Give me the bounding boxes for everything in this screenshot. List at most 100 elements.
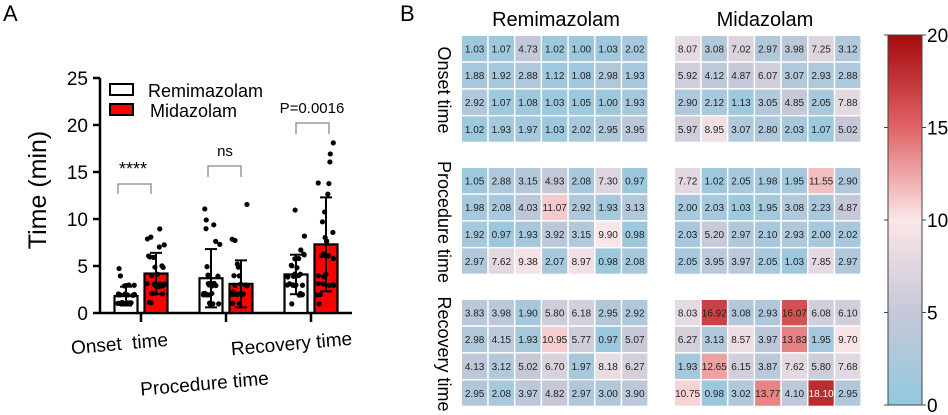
data-point [156, 244, 162, 250]
panel-letter-b: B [400, 1, 415, 26]
heatmap-cell [728, 326, 754, 353]
heatmap-cell [515, 353, 541, 379]
heatmap-cell [542, 168, 568, 194]
bracket-onset [117, 183, 152, 194]
heatmap-cell [835, 221, 861, 247]
heatmap-cell-value: 3.95 [625, 125, 645, 136]
data-point [117, 292, 123, 298]
heatmap-cell [462, 300, 488, 326]
heatmap-cell-value: 3.97 [758, 335, 778, 346]
legend-swatch-remimazolam [109, 83, 134, 96]
colorbar-tick-label: 5 [927, 304, 938, 325]
data-point [160, 291, 166, 297]
heatmap-cell-value: 2.03 [705, 203, 725, 214]
heatmap-cell-value: 0.97 [598, 335, 618, 346]
heatmap: Remimazolam Midazolam Onset time Procedu… [434, 9, 948, 415]
heatmap-cell-value: 7.72 [678, 176, 698, 187]
heatmap-cell [515, 89, 541, 115]
data-point [131, 291, 138, 298]
heatmap-cell [542, 380, 568, 406]
heatmap-cell [781, 300, 807, 326]
heatmap-cell-value: 2.02 [838, 230, 858, 241]
heatmap-cell-value: 8.95 [705, 125, 725, 136]
heatmap-cell [701, 36, 727, 62]
bracket-recovery [295, 122, 330, 134]
heatmap-cell [515, 326, 541, 353]
data-point [157, 226, 163, 232]
heatmap-cell [622, 116, 648, 142]
heatmap-cell [568, 300, 594, 326]
heatmap-cell-value: 3.08 [705, 44, 725, 55]
heatmap-cell [622, 221, 648, 247]
heatmap-cell [835, 116, 861, 142]
heatmap-cell [622, 168, 648, 194]
heatmap-cell [701, 326, 727, 353]
heatmap-cell-value: 1.98 [758, 176, 778, 187]
heatmap-cell [462, 168, 488, 194]
heatmap-cell-value: 2.08 [625, 257, 645, 268]
heatmap-cell-value: 4.87 [731, 71, 751, 82]
heatmap-cell [595, 168, 621, 194]
y-tick-label: 0 [77, 304, 88, 325]
data-point [147, 254, 153, 260]
heatmap-cell [488, 168, 514, 194]
heatmap-cell [542, 326, 568, 353]
heatmap-cell [675, 62, 701, 89]
heatmap-cell-value: 2.02 [572, 125, 592, 136]
heatmap-cell [755, 116, 781, 142]
heatmap-cell [462, 62, 488, 89]
heatmap-cell-value: 7.62 [492, 257, 512, 268]
data-point [316, 301, 322, 307]
heatmap-cell-value: 2.95 [838, 389, 858, 400]
heatmap-cell-value: 1.03 [785, 257, 805, 268]
heatmap-cell-value: 8.18 [598, 362, 618, 373]
heatmap-cell [808, 89, 834, 115]
heatmap-cell [781, 194, 807, 221]
heatmap-cell [781, 221, 807, 247]
heatmap-cell-value: 2.00 [678, 203, 698, 214]
heatmap-cell [701, 62, 727, 89]
heatmap-cell-value: 5.80 [811, 362, 831, 373]
heatmap-cell-value: 6.18 [572, 308, 592, 319]
row-label-procedure: Procedure time [434, 161, 454, 283]
heatmap-cell [701, 168, 727, 194]
heatmap-cell-value: 4.73 [518, 44, 538, 55]
heatmap-cell-value: 3.97 [731, 257, 751, 268]
heatmap-cell-value: 2.05 [758, 257, 778, 268]
heatmap-cell [835, 248, 861, 274]
heatmap-cell-value: 1.07 [492, 44, 512, 55]
heatmap-cell-value: 7.88 [838, 98, 858, 109]
heatmap-cell-value: 0.97 [625, 176, 645, 187]
heatmap-cell [595, 89, 621, 115]
data-point [289, 263, 295, 269]
data-point [213, 282, 219, 289]
heatmap-cell [755, 168, 781, 194]
heatmap-cell [568, 353, 594, 379]
heatmap-cell-value: 2.97 [731, 230, 751, 241]
heatmap-cell [462, 194, 488, 221]
heatmap-cell-value: 4.82 [545, 389, 565, 400]
data-point [131, 282, 137, 288]
data-point [289, 301, 295, 307]
data-point [315, 180, 321, 186]
heatmap-cell-value: 8.57 [731, 335, 751, 346]
heatmap-cell-value: 8.03 [678, 308, 698, 319]
heatmap-cell-value: 1.95 [785, 176, 805, 187]
heatmap-cell-value: 0.97 [492, 230, 512, 241]
heatmap-cell-value: 5.07 [625, 335, 645, 346]
x-category-recovery: Recovery time [230, 329, 353, 361]
heatmap-cell-value: 1.08 [518, 98, 538, 109]
heatmap-cell [835, 380, 861, 406]
heatmap-cell-value: 5.97 [678, 125, 698, 136]
heatmap-cell [542, 116, 568, 142]
heatmap-cell-value: 2.05 [731, 176, 751, 187]
heatmap-cell-value: 3.90 [625, 389, 645, 400]
heatmap-cell-value: 1.93 [518, 335, 538, 346]
heatmap-cell [728, 89, 754, 115]
heatmap-cell-value: 12.65 [702, 362, 727, 373]
heatmap-cell-value: 1.13 [731, 98, 751, 109]
y-tick-label: 10 [67, 210, 88, 231]
heatmap-cell-value: 3.12 [492, 362, 512, 373]
heatmap-cell-value: 3.98 [785, 44, 805, 55]
